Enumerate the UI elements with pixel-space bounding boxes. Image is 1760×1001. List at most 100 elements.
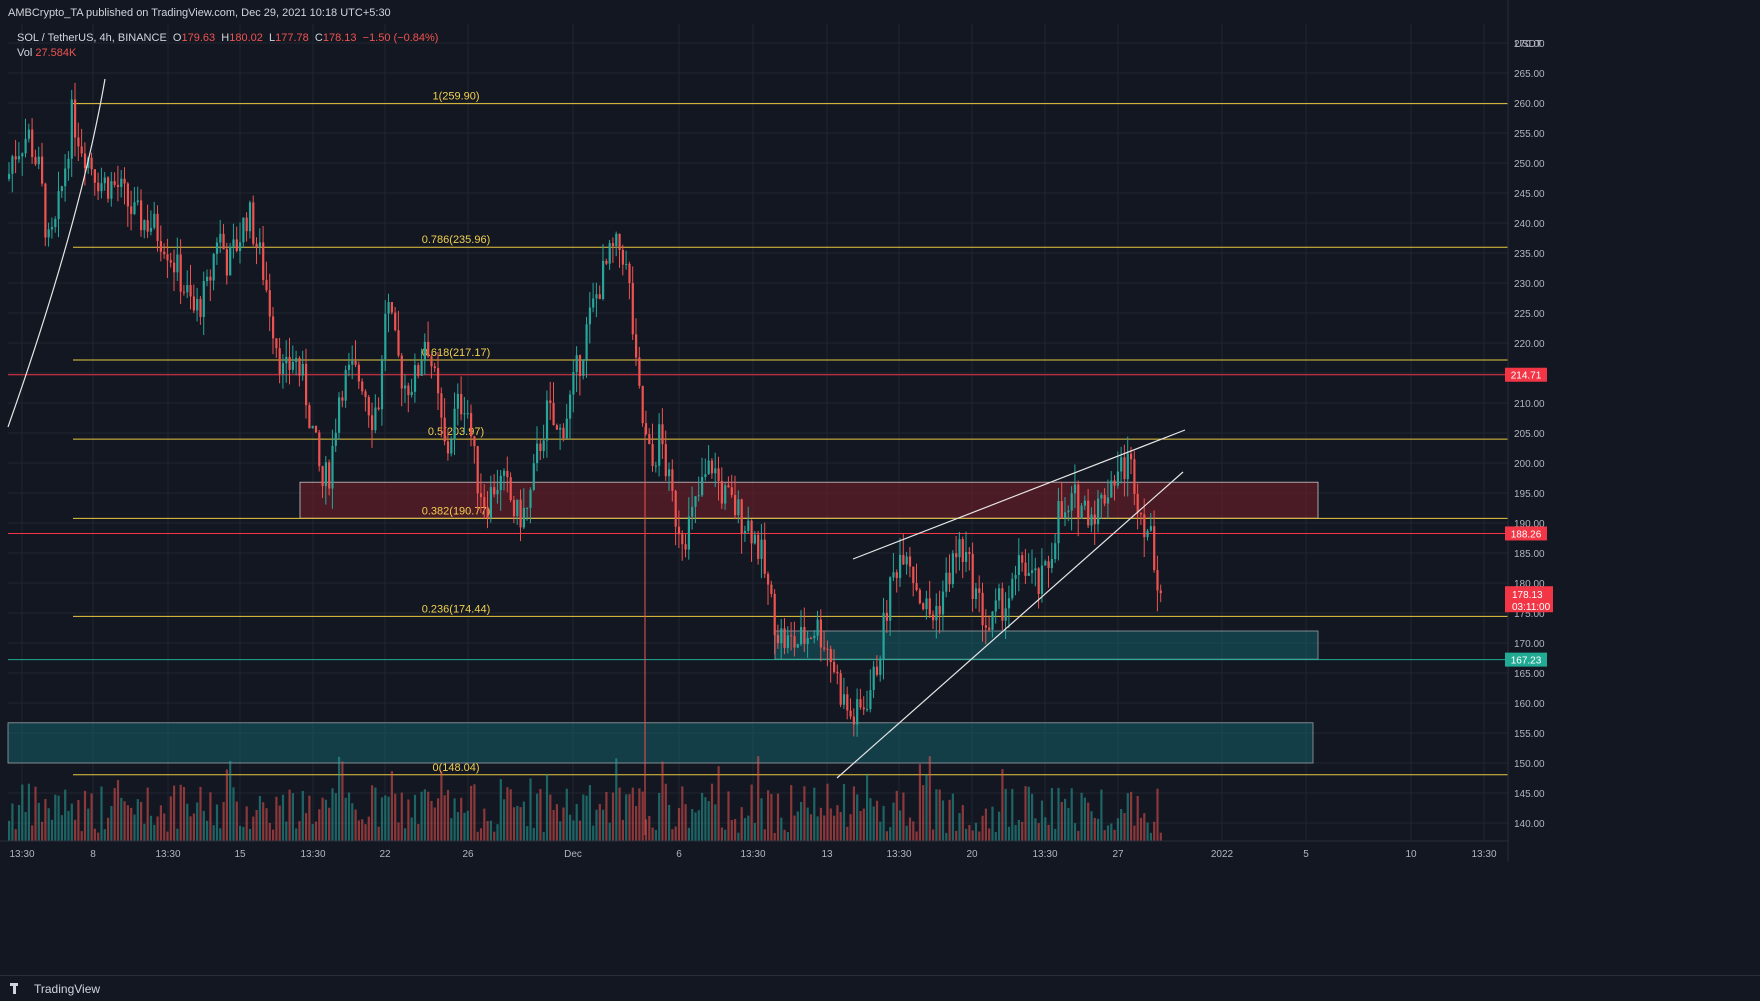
volume-bar [974,822,978,841]
arc-trendline [7,78,106,428]
volume-bar [222,802,225,841]
volume-bar [628,794,631,841]
candle-body [100,183,103,192]
candle-body [899,554,902,579]
volume-bar [107,817,110,841]
candle-body [918,590,921,604]
current-price-tag [1505,586,1553,613]
volume-bar [199,786,202,841]
candle-body [981,592,984,626]
volume-bar [70,803,73,841]
volume-bar [318,809,321,841]
volume-bar [720,827,723,841]
candle-body [1031,570,1034,573]
candle-body [1139,512,1143,515]
volume-bar [664,783,667,841]
volume-bar [1067,807,1070,841]
volume-bar [384,795,387,841]
volume-bar [694,812,697,841]
candle-body [572,372,575,395]
candle-body [644,423,648,435]
volume-bar [743,818,747,841]
candle-body [697,495,700,497]
time-tick-label: 20 [966,849,978,860]
volume-bar [1133,825,1136,841]
volume-bar [427,791,430,841]
price-tick-label: 175.00 [1514,609,1545,620]
volume-bar [816,816,819,841]
candle-body [1153,526,1156,570]
candle-body [291,362,294,370]
volume-bar [1113,829,1116,841]
volume-bar [37,802,40,841]
volume-bar [932,829,935,841]
candle-body [331,445,334,489]
candle-body [288,356,291,370]
volume-bar [1087,802,1090,841]
volume-bar [1097,818,1100,841]
candle-body [110,181,113,199]
candle-body [483,497,486,508]
volume-bar [1037,823,1040,841]
candle-body [466,413,469,415]
volume-bar [24,812,27,841]
candle-body [31,129,34,157]
volume-bar [8,820,11,841]
candle-body [47,229,50,238]
volume-bar [945,832,948,841]
candle-body [503,470,506,476]
price-chart[interactable]: 1(259.90) 0.786(235.96) 0.618(217.17) 0.5(2… [0,0,1760,975]
candle-body [443,417,446,442]
volume-bar [704,797,707,841]
volume-bar [978,831,981,841]
volume-bar [417,824,420,841]
price-line-tag-label: 188.26 [1511,529,1542,540]
volume-bar [328,807,331,841]
candle-body [450,439,453,454]
volume-bar [169,796,172,841]
candle-body [628,263,631,284]
volume-bar [803,786,806,841]
candle-body [1087,500,1090,526]
candle-body [506,470,509,478]
candle-body [836,671,839,674]
volume-bar [229,760,232,841]
volume-bar [1044,817,1047,841]
demand-zone [7,722,1314,764]
current-price-label: 178.13 [1512,590,1543,601]
candle-body [120,178,123,188]
candle-body [892,572,895,578]
candle-body [1040,565,1044,594]
candle-body [1120,457,1123,472]
volume-bar [275,796,278,841]
volume-bar [374,787,377,841]
volume-bar [27,783,30,841]
volume-bar [578,820,582,841]
volume-bar [866,773,869,841]
high-value: 180.02 [229,32,263,44]
candle-body [423,341,426,361]
price-line-tag [1505,526,1547,541]
volume-bar [512,807,516,841]
candle-body [410,391,413,396]
volume-bar [1159,832,1162,841]
time-tick-label: 13:30 [886,849,911,860]
volume-bar [691,809,694,841]
volume-bar [34,786,37,841]
candle-body [908,556,912,567]
volume-bar [575,803,578,841]
candle-body [1093,514,1096,525]
tradingview-logo[interactable]: TradingView [10,982,100,996]
volume-bar [93,828,96,841]
price-line-tag [1505,652,1547,667]
candle-body [813,635,816,639]
volume-bar [219,828,222,841]
candle-body [116,184,120,188]
volume-bar [1156,788,1159,841]
candle-body [958,539,961,558]
candle-body [1073,484,1077,494]
price-tick-label: 160.00 [1514,699,1545,710]
candle-body [638,357,641,386]
volume-bar [470,785,473,841]
candle-body [1130,453,1133,460]
